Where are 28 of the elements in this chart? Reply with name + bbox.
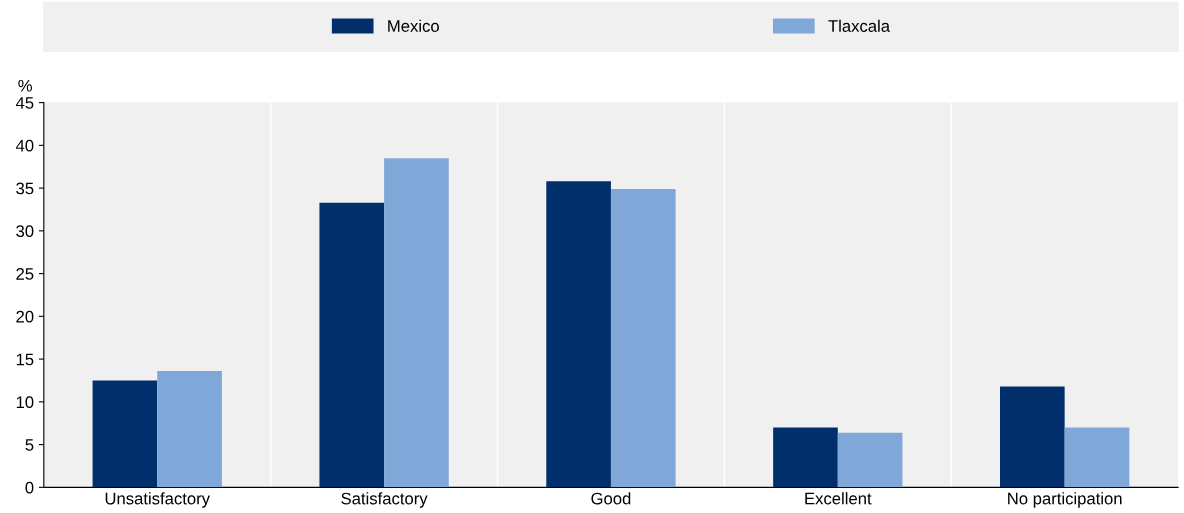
bar — [773, 427, 838, 488]
x-tick-label: Good — [591, 492, 631, 505]
y-tick-label: 25 — [16, 268, 34, 280]
y-tick-label: 35 — [16, 182, 34, 195]
bar — [546, 181, 611, 488]
bar — [319, 202, 385, 488]
bar — [384, 158, 449, 488]
bar — [1064, 427, 1130, 488]
x-tick-label: Excellent — [805, 492, 872, 505]
y-tick-label: 20 — [16, 310, 34, 323]
y-tick-label: 40 — [15, 139, 34, 152]
x-tick-label: No participation — [1008, 492, 1122, 508]
bar — [610, 188, 676, 488]
bar — [1000, 386, 1065, 488]
y-tick-label: 0 — [25, 481, 34, 494]
bar — [837, 432, 903, 488]
y-tick-label: 5 — [25, 439, 34, 451]
y-tick-label: 30 — [16, 225, 34, 238]
legend-label: Tlaxcala — [828, 19, 891, 32]
bar — [157, 371, 222, 488]
legend-label: Mexico — [388, 19, 439, 32]
y-tick-label: 10 — [16, 396, 34, 409]
y-tick-label: 15 — [16, 353, 34, 366]
bar — [92, 380, 158, 488]
y-axis-title: % — [18, 79, 32, 92]
y-tick-label: 45 — [15, 97, 34, 109]
x-tick-label: Unsatisfactory — [105, 492, 210, 508]
x-tick-label: Satisfactory — [341, 492, 428, 508]
